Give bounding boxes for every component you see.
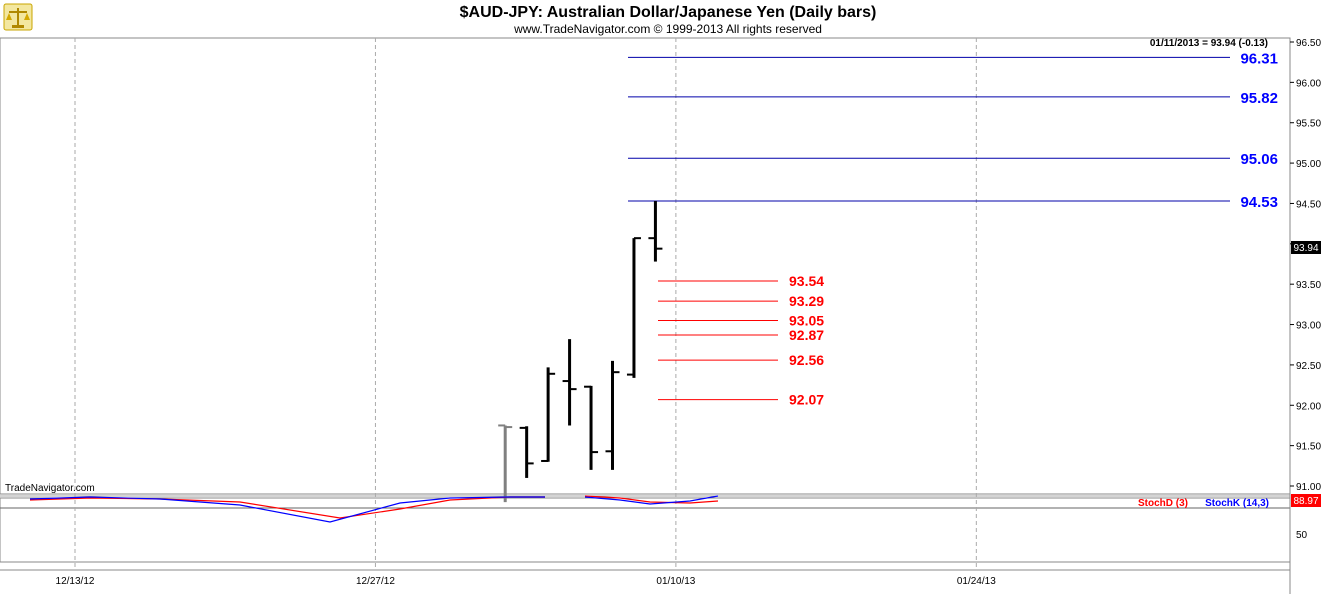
retracement-label: 93.05 — [789, 313, 824, 329]
resistance-label: 94.53 — [1240, 194, 1278, 211]
svg-text:88.97: 88.97 — [1293, 496, 1318, 507]
vertical-grid — [74, 38, 977, 570]
last-price-marker: 93.94 — [1291, 241, 1321, 254]
retracement-label: 92.07 — [789, 392, 824, 408]
y-axis-ticks: 91.0091.5092.0092.5093.0093.5094.0094.50… — [1290, 38, 1321, 493]
x-tick-label: 12/27/12 — [356, 576, 395, 587]
y-tick-label: 94.50 — [1296, 199, 1321, 210]
y-tick-label: 92.00 — [1296, 401, 1321, 412]
svg-text:93.94: 93.94 — [1293, 243, 1318, 254]
y-tick-label: 96.50 — [1296, 38, 1321, 49]
price-panel — [0, 37, 1291, 495]
y-tick-label: 93.50 — [1296, 280, 1321, 291]
y-tick-label: 96.00 — [1296, 78, 1321, 89]
x-tick-label: 01/24/13 — [957, 576, 996, 587]
stoch-axis-tick-50: 50 — [1296, 530, 1308, 541]
x-tick-label: 01/10/13 — [656, 576, 695, 587]
price-readout: 01/11/2013 = 93.94 (-0.13) — [1150, 38, 1268, 49]
stoch-k-line — [584, 495, 719, 505]
retracement-label: 92.87 — [789, 327, 824, 343]
y-tick-label: 92.50 — [1296, 361, 1321, 372]
scales-logo-icon[interactable] — [3, 3, 33, 31]
stochastic-panel — [0, 497, 1291, 563]
stoch-d-line — [584, 495, 719, 504]
resistance-label: 95.82 — [1240, 90, 1278, 107]
retracement-label: 92.56 — [789, 352, 824, 368]
y-tick-label: 95.00 — [1296, 159, 1321, 170]
price-levels: 96.31 95.82 95.06 94.53 93.54 93.29 93.0592.87… — [628, 50, 1278, 408]
retracement-label: 93.54 — [789, 273, 824, 289]
stoch-k-legend: StochK (14,3) — [1205, 498, 1269, 509]
y-tick-label: 91.50 — [1296, 442, 1321, 453]
stoch-d-line — [29, 496, 545, 519]
resistance-label: 95.06 — [1240, 151, 1278, 168]
y-tick-label: 91.00 — [1296, 482, 1321, 493]
resistance-label: 96.31 — [1240, 50, 1278, 67]
stoch-k-line — [29, 496, 545, 523]
watermark: TradeNavigator.com — [5, 483, 95, 494]
copyright: www.TradeNavigator.com © 1999-2013 All r… — [513, 22, 822, 36]
stochastic-lines — [29, 495, 719, 523]
stoch-d-legend: StochD (3) — [1138, 498, 1188, 509]
y-tick-label: 95.50 — [1296, 119, 1321, 130]
x-axis-ticks: 12/13/12 12/27/12 01/10/13 01/24/13 — [56, 576, 997, 587]
y-tick-label: 93.00 — [1296, 321, 1321, 332]
retracement-label: 93.29 — [789, 293, 824, 309]
stoch-value-marker: 88.97 — [1291, 494, 1321, 507]
x-tick-label: 12/13/12 — [56, 576, 95, 587]
ohlc-bars — [498, 201, 663, 503]
chart-title: $AUD-JPY: Australian Dollar/Japanese Yen… — [460, 4, 877, 21]
